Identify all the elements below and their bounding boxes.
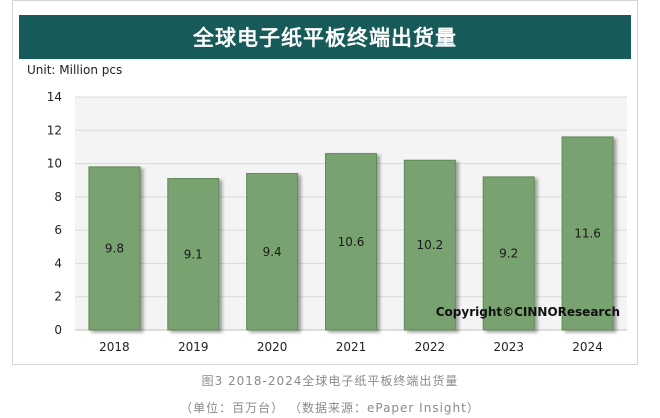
- data-label: 10.6: [338, 235, 365, 249]
- unit-label: Unit: Million pcs: [27, 63, 123, 77]
- data-label: 10.2: [416, 238, 443, 252]
- y-tick-label: 14: [47, 90, 62, 104]
- y-tick-label: 0: [54, 323, 62, 337]
- bar-2020: [246, 173, 299, 331]
- bar-2019: [167, 178, 220, 331]
- figure-caption: 图3 2018-2024全球电子纸平板终端出货量: [201, 374, 459, 388]
- y-tick-label: 8: [54, 190, 62, 204]
- bar-2022: [403, 159, 456, 331]
- data-label: 9.4: [263, 245, 282, 259]
- data-label: 9.2: [499, 246, 518, 260]
- y-tick-label: 2: [54, 290, 62, 304]
- data-label: 9.8: [105, 241, 124, 255]
- chart-title: 全球电子纸平板终端出货量: [193, 26, 457, 50]
- bar-2024: [561, 136, 614, 331]
- data-label: 11.6: [574, 226, 601, 240]
- bar-2021: [325, 153, 377, 331]
- x-tick-label: 2021: [336, 340, 367, 354]
- bar-2023: [482, 176, 535, 331]
- data-label: 9.1: [184, 247, 203, 261]
- x-tick-label: 2019: [178, 340, 209, 354]
- x-tick-label: 2020: [257, 340, 288, 354]
- y-tick-label: 12: [47, 123, 62, 137]
- x-tick-label: 2022: [415, 340, 446, 354]
- bar-2018: [88, 166, 141, 331]
- copyright-text: Copyright©CINNOResearch: [436, 305, 620, 319]
- source-caption: （单位：百万台） （数据来源：ePaper Insight）: [180, 401, 480, 415]
- y-tick-label: 10: [47, 157, 62, 171]
- chart-title-bar: 全球电子纸平板终端出货量: [19, 15, 631, 59]
- y-tick-label: 6: [54, 223, 62, 237]
- x-tick-label: 2024: [572, 340, 603, 354]
- y-tick-label: 4: [54, 256, 62, 270]
- x-tick-label: 2023: [493, 340, 524, 354]
- x-tick-label: 2018: [99, 340, 130, 354]
